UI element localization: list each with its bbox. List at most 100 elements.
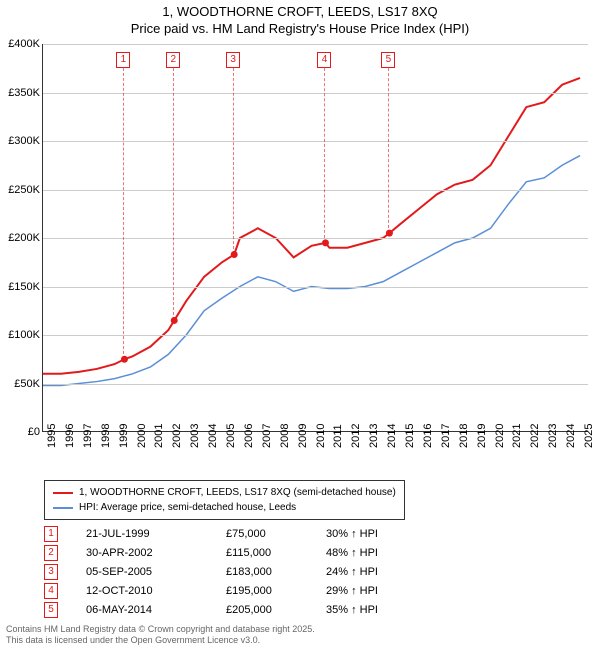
x-axis-label: 2019 bbox=[476, 424, 488, 448]
legend-item: 1, WOODTHORNE CROFT, LEEDS, LS17 8XQ (se… bbox=[53, 485, 396, 500]
table-row: 2 30-APR-2002£115,00048% ↑ HPI bbox=[44, 543, 426, 562]
marker-dot bbox=[121, 356, 128, 363]
y-axis-label: £250K bbox=[2, 184, 40, 196]
marker-box: 4 bbox=[317, 52, 331, 68]
table-hpi: 48% ↑ HPI bbox=[326, 547, 426, 559]
table-row: 5 06-MAY-2014£205,00035% ↑ HPI bbox=[44, 600, 426, 619]
x-axis-label: 2025 bbox=[583, 424, 595, 448]
x-axis-label: 2000 bbox=[136, 424, 148, 448]
marker-dashed-line bbox=[173, 68, 174, 320]
gridline-h bbox=[43, 238, 588, 239]
table-row: 3 05-SEP-2005£183,00024% ↑ HPI bbox=[44, 562, 426, 581]
y-axis-label: £300K bbox=[2, 135, 40, 147]
x-axis-label: 2011 bbox=[332, 424, 344, 448]
table-price: £183,000 bbox=[226, 566, 326, 578]
x-axis-label: 2008 bbox=[279, 424, 291, 448]
title-line2: Price paid vs. HM Land Registry's House … bbox=[0, 21, 600, 38]
legend-swatch bbox=[53, 507, 73, 509]
table-price: £205,000 bbox=[226, 604, 326, 616]
marker-box: 3 bbox=[226, 52, 240, 68]
marker-box: 2 bbox=[166, 52, 180, 68]
marker-dashed-line bbox=[233, 68, 234, 254]
x-axis-label: 2001 bbox=[153, 424, 165, 448]
x-axis-label: 1998 bbox=[100, 424, 112, 448]
gridline-h bbox=[43, 335, 588, 336]
x-axis-label: 2006 bbox=[243, 424, 255, 448]
marker-dot bbox=[171, 317, 178, 324]
marker-dot bbox=[386, 230, 393, 237]
x-axis-label: 2012 bbox=[350, 424, 362, 448]
marker-dot bbox=[322, 239, 329, 246]
x-axis-label: 2021 bbox=[511, 424, 523, 448]
x-axis-label: 2015 bbox=[404, 424, 416, 448]
y-axis-label: £400K bbox=[2, 38, 40, 50]
table-marker-box: 3 bbox=[44, 564, 58, 580]
y-axis-label: £150K bbox=[2, 281, 40, 293]
marker-box: 5 bbox=[381, 52, 395, 68]
table-row: 4 12-OCT-2010£195,00029% ↑ HPI bbox=[44, 581, 426, 600]
table-date: 06-MAY-2014 bbox=[86, 604, 226, 616]
y-axis-label: £0 bbox=[2, 426, 40, 438]
table-hpi: 29% ↑ HPI bbox=[326, 585, 426, 597]
x-axis-label: 2003 bbox=[189, 424, 201, 448]
x-axis-label: 1996 bbox=[64, 424, 76, 448]
gridline-h bbox=[43, 44, 588, 45]
gridline-h bbox=[43, 384, 588, 385]
x-axis-label: 1999 bbox=[118, 424, 130, 448]
footer-line1: Contains HM Land Registry data © Crown c… bbox=[6, 624, 315, 635]
legend-box: 1, WOODTHORNE CROFT, LEEDS, LS17 8XQ (se… bbox=[44, 480, 405, 520]
x-axis-label: 2013 bbox=[368, 424, 380, 448]
table-marker-box: 1 bbox=[44, 526, 58, 542]
x-axis-label: 2020 bbox=[494, 424, 506, 448]
x-axis-label: 1997 bbox=[82, 424, 94, 448]
marker-dashed-line bbox=[123, 68, 124, 359]
table-hpi: 30% ↑ HPI bbox=[326, 528, 426, 540]
table-marker-box: 2 bbox=[44, 545, 58, 561]
gridline-h bbox=[43, 287, 588, 288]
table-row: 1 21-JUL-1999£75,00030% ↑ HPI bbox=[44, 524, 426, 543]
table-price: £75,000 bbox=[226, 528, 326, 540]
marker-box: 1 bbox=[116, 52, 130, 68]
y-axis-label: £50K bbox=[2, 378, 40, 390]
y-axis-label: £200K bbox=[2, 232, 40, 244]
legend-swatch bbox=[53, 492, 73, 494]
table-price: £195,000 bbox=[226, 585, 326, 597]
x-axis-label: 2022 bbox=[529, 424, 541, 448]
title-line1: 1, WOODTHORNE CROFT, LEEDS, LS17 8XQ bbox=[0, 4, 600, 21]
legend-label: HPI: Average price, semi-detached house,… bbox=[79, 500, 296, 515]
gridline-h bbox=[43, 93, 588, 94]
marker-dot bbox=[231, 251, 238, 258]
marker-table: 1 21-JUL-1999£75,00030% ↑ HPI 2 30-APR-2002… bbox=[44, 524, 426, 619]
gridline-h bbox=[43, 190, 588, 191]
table-date: 21-JUL-1999 bbox=[86, 528, 226, 540]
footer-attribution: Contains HM Land Registry data © Crown c… bbox=[6, 624, 315, 646]
x-axis-label: 2007 bbox=[261, 424, 273, 448]
x-axis-label: 2024 bbox=[565, 424, 577, 448]
table-date: 12-OCT-2010 bbox=[86, 585, 226, 597]
table-date: 05-SEP-2005 bbox=[86, 566, 226, 578]
table-hpi: 35% ↑ HPI bbox=[326, 604, 426, 616]
x-axis-label: 2023 bbox=[547, 424, 559, 448]
table-marker-box: 5 bbox=[44, 602, 58, 618]
gridline-h bbox=[43, 141, 588, 142]
table-marker-box: 4 bbox=[44, 583, 58, 599]
x-axis-label: 2010 bbox=[315, 424, 327, 448]
legend-item: HPI: Average price, semi-detached house,… bbox=[53, 500, 396, 515]
x-axis-label: 2004 bbox=[207, 424, 219, 448]
legend-label: 1, WOODTHORNE CROFT, LEEDS, LS17 8XQ (se… bbox=[79, 485, 396, 500]
table-hpi: 24% ↑ HPI bbox=[326, 566, 426, 578]
x-axis-label: 2017 bbox=[440, 424, 452, 448]
table-price: £115,000 bbox=[226, 547, 326, 559]
marker-dashed-line bbox=[388, 68, 389, 233]
x-axis-label: 2018 bbox=[458, 424, 470, 448]
footer-line2: This data is licensed under the Open Gov… bbox=[6, 635, 315, 646]
marker-dashed-line bbox=[324, 68, 325, 243]
chart-title: 1, WOODTHORNE CROFT, LEEDS, LS17 8XQ Pri… bbox=[0, 0, 600, 38]
y-axis-label: £350K bbox=[2, 87, 40, 99]
x-axis-label: 2002 bbox=[171, 424, 183, 448]
x-axis-label: 2009 bbox=[297, 424, 309, 448]
x-axis-label: 1995 bbox=[46, 424, 58, 448]
x-axis-label: 2014 bbox=[386, 424, 398, 448]
table-date: 30-APR-2002 bbox=[86, 547, 226, 559]
x-axis-label: 2005 bbox=[225, 424, 237, 448]
